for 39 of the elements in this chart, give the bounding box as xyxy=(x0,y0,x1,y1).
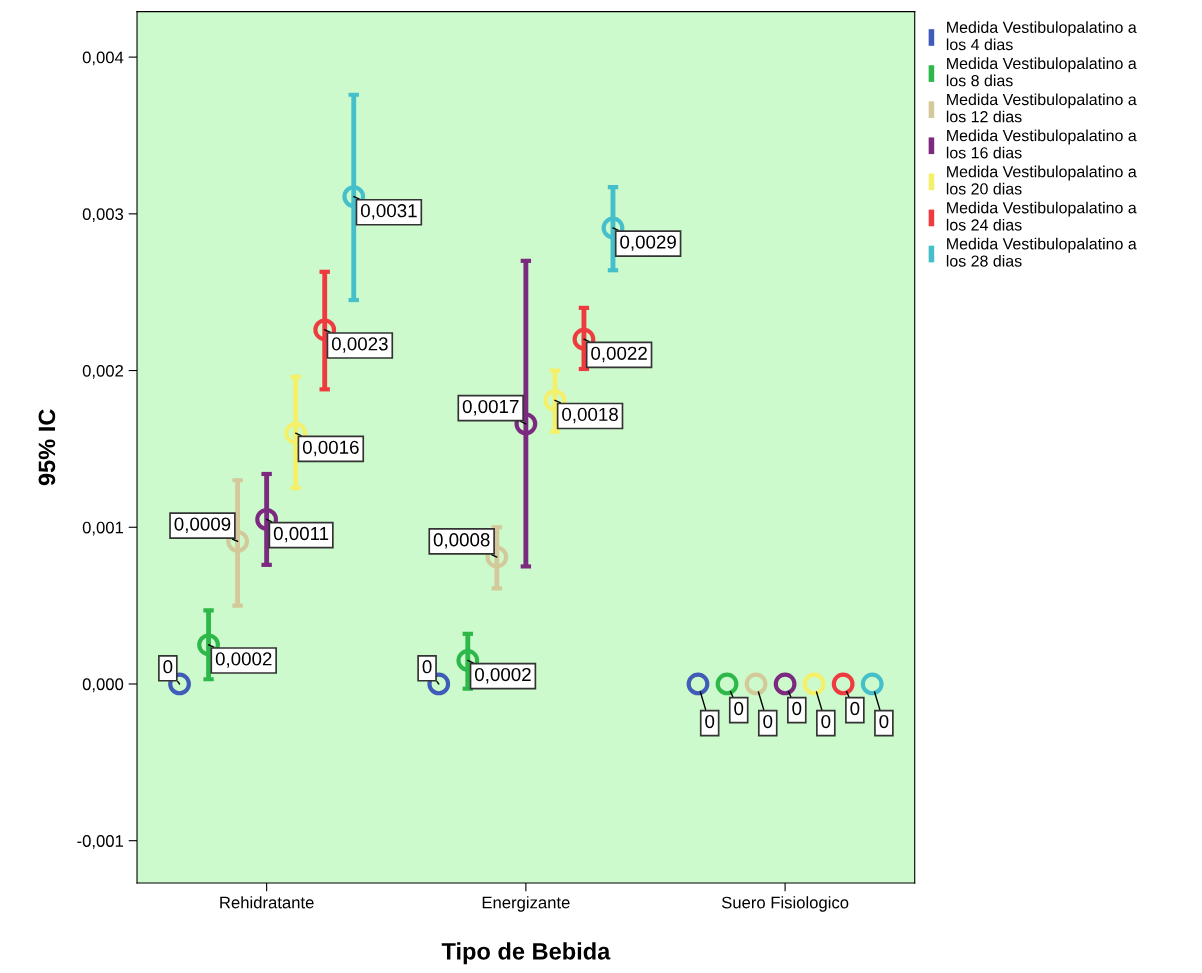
legend-label: Medida Vestibulopalatino a los 24 dias xyxy=(946,201,1137,231)
data-label: 0,0017 xyxy=(462,399,519,416)
data-label: 0 xyxy=(821,714,831,729)
data-label: 0,0031 xyxy=(360,204,417,220)
data-label: 0 xyxy=(879,714,889,729)
y-tick-label: 0,002 xyxy=(82,364,123,379)
data-label: 0,0029 xyxy=(620,235,676,251)
legend-label: Medida Vestibulopalatino a los 8 dias xyxy=(946,57,1137,87)
legend-label: Medida Vestibulopalatino a los 4 dias xyxy=(946,21,1137,51)
x-axis-title: Tipo de Bebida xyxy=(441,942,611,965)
x-tick-label: Suero Fisiologico xyxy=(721,896,849,912)
data-label: 0 xyxy=(163,660,173,674)
y-tick-label: 0,000 xyxy=(82,678,124,693)
y-tick-label: 0,001 xyxy=(82,521,124,536)
data-label: 0 xyxy=(422,660,432,674)
y-tick-label: -0,001 xyxy=(77,835,124,849)
y-axis-title: 95% IC xyxy=(38,409,56,486)
data-label: 0,0002 xyxy=(215,652,272,668)
data-label: 0 xyxy=(792,701,802,716)
data-label: 0,0016 xyxy=(302,440,359,457)
data-label: 0 xyxy=(734,701,744,716)
data-label: 0,0022 xyxy=(591,346,647,363)
data-label: 0,0009 xyxy=(174,517,231,533)
x-tick-label: Rehidratante xyxy=(220,896,314,909)
x-tick-label: Energizante xyxy=(482,896,570,912)
legend-label: Medida Vestibulopalatino a los 12 dias xyxy=(946,93,1137,123)
data-label: 0 xyxy=(763,714,773,729)
data-label: 0,0018 xyxy=(562,407,618,424)
data-label: 0,0011 xyxy=(273,526,329,543)
legend-label: Medida Vestibulopalatino a los 16 dias xyxy=(946,129,1137,159)
data-label: 0,0023 xyxy=(331,337,388,353)
y-tick-label: 0,004 xyxy=(82,51,124,66)
data-label: 0,0002 xyxy=(475,667,531,684)
data-label: 0 xyxy=(705,714,715,729)
legend-label: Medida Vestibulopalatino a los 28 dias xyxy=(946,237,1137,267)
data-label: 0,0008 xyxy=(433,533,490,549)
data-label: 0 xyxy=(850,701,860,716)
legend-label: Medida Vestibulopalatino a los 20 dias xyxy=(946,165,1137,195)
y-tick-label: 0,003 xyxy=(82,208,124,223)
